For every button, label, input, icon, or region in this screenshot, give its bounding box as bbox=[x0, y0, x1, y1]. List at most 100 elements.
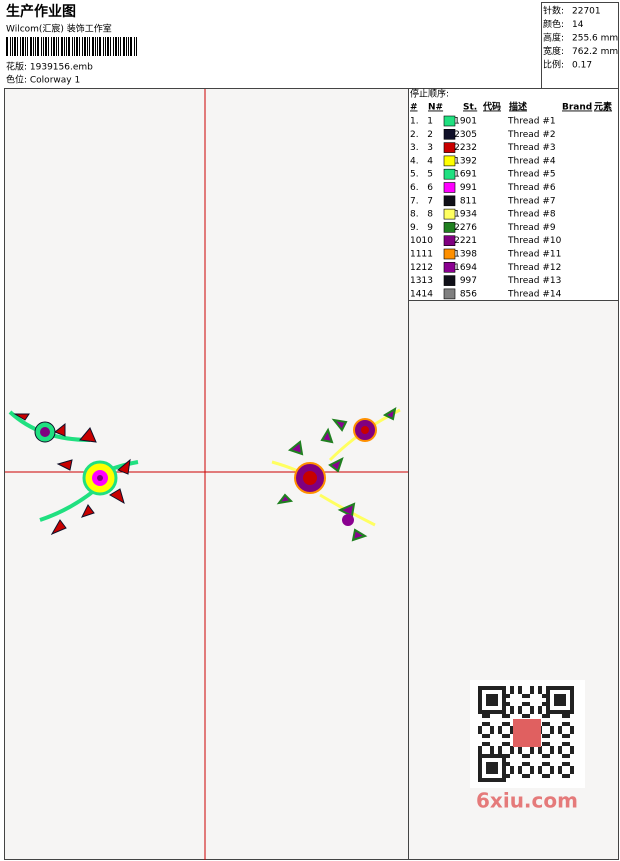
qr-cell bbox=[562, 694, 566, 698]
qr-cell bbox=[518, 746, 522, 750]
info-label: 高度: bbox=[543, 32, 564, 44]
qr-cell bbox=[502, 706, 506, 710]
qr-cell bbox=[522, 762, 526, 766]
qr-cell bbox=[530, 746, 534, 750]
qr-cell bbox=[558, 698, 562, 702]
qr-cell bbox=[478, 726, 482, 730]
row-n: 12 bbox=[422, 263, 433, 273]
qr-cell bbox=[490, 702, 494, 706]
row-index: 7. bbox=[410, 196, 419, 206]
qr-cell bbox=[566, 742, 570, 746]
qr-cell bbox=[478, 686, 482, 690]
row-index: 8. bbox=[410, 210, 419, 220]
color-swatch bbox=[443, 168, 456, 180]
qr-cell bbox=[502, 762, 506, 766]
qr-cell bbox=[550, 726, 554, 730]
info-value: 255.6 mm bbox=[572, 34, 618, 44]
company: Wilcom(汇宸) 装饰工作室 bbox=[6, 23, 112, 35]
qr-cell bbox=[570, 698, 574, 702]
column-header: 元素 bbox=[594, 101, 612, 113]
info-value: 0.17 bbox=[572, 61, 592, 71]
qr-cell bbox=[502, 766, 506, 770]
qr-cell bbox=[546, 710, 550, 714]
qr-cell bbox=[502, 770, 506, 774]
bar bbox=[103, 37, 104, 56]
qr-cell bbox=[554, 694, 558, 698]
column-header: N# bbox=[428, 103, 443, 113]
qr-cell bbox=[558, 686, 562, 690]
qr-cell bbox=[526, 754, 530, 758]
row-n: 14 bbox=[422, 289, 434, 299]
qr-cell bbox=[554, 710, 558, 714]
qr-cell bbox=[502, 742, 506, 746]
bar bbox=[136, 37, 137, 56]
qr-cell bbox=[538, 766, 542, 770]
qr-cell bbox=[482, 686, 486, 690]
qr-cell bbox=[494, 770, 498, 774]
qr-cell bbox=[494, 698, 498, 702]
qr-cell bbox=[550, 730, 554, 734]
bar bbox=[115, 37, 117, 56]
bar bbox=[6, 37, 8, 56]
barcode bbox=[6, 37, 137, 56]
row-stitches: 2276 bbox=[454, 223, 477, 233]
bar bbox=[48, 37, 49, 56]
qr-cell bbox=[502, 686, 506, 690]
bar bbox=[79, 37, 80, 56]
qr-cell bbox=[494, 766, 498, 770]
qr-cell bbox=[522, 754, 526, 758]
color-swatch bbox=[443, 288, 456, 300]
row-stitches: 1901 bbox=[454, 117, 477, 127]
qr-cell bbox=[482, 734, 486, 738]
qr-cell bbox=[530, 690, 534, 694]
row-index: 9. bbox=[410, 223, 419, 233]
title: 生产作业图 bbox=[6, 3, 76, 20]
row-stitches: 1691 bbox=[454, 170, 477, 180]
qr-cell bbox=[558, 726, 562, 730]
embroidery-right bbox=[271, 406, 401, 542]
qr-cell bbox=[478, 746, 482, 750]
bar bbox=[22, 37, 24, 56]
qr-cell bbox=[562, 734, 566, 738]
qr-cell bbox=[498, 778, 502, 782]
qr-cell bbox=[542, 742, 546, 746]
qr-cell bbox=[518, 710, 522, 714]
qr-cell bbox=[538, 690, 542, 694]
row-n: 4 bbox=[427, 156, 433, 166]
qr-cell bbox=[502, 710, 506, 714]
bar bbox=[97, 37, 98, 56]
qr-cell bbox=[502, 758, 506, 762]
qr-cell bbox=[482, 722, 486, 726]
row-description: Thread #3 bbox=[507, 143, 556, 153]
qr-cell bbox=[522, 702, 526, 706]
qr-cell bbox=[486, 754, 490, 758]
row-index: 10. bbox=[410, 236, 424, 246]
qr-cell bbox=[526, 774, 530, 778]
qr-cell bbox=[478, 750, 482, 754]
bar bbox=[110, 37, 111, 56]
row-description: Thread #2 bbox=[507, 130, 556, 140]
qr-cell bbox=[566, 710, 570, 714]
qr-cell bbox=[502, 734, 506, 738]
bar bbox=[37, 37, 39, 56]
qr-cell bbox=[506, 774, 510, 778]
bar bbox=[95, 37, 96, 56]
qr-cell bbox=[494, 686, 498, 690]
qr-cell bbox=[490, 762, 494, 766]
qr-cell bbox=[478, 766, 482, 770]
bar bbox=[120, 37, 121, 56]
qr-cell bbox=[530, 706, 534, 710]
qr-cell bbox=[494, 754, 498, 758]
bar bbox=[58, 37, 59, 56]
qr-cell bbox=[486, 698, 490, 702]
qr-cell bbox=[562, 698, 566, 702]
qr-cell bbox=[478, 754, 482, 758]
qr-cell bbox=[486, 766, 490, 770]
qr-cell bbox=[538, 686, 542, 690]
qr-cell bbox=[490, 698, 494, 702]
qr-cell bbox=[510, 730, 514, 734]
qr-cell bbox=[566, 762, 570, 766]
bar bbox=[66, 37, 67, 56]
embroidery-left bbox=[8, 410, 139, 536]
